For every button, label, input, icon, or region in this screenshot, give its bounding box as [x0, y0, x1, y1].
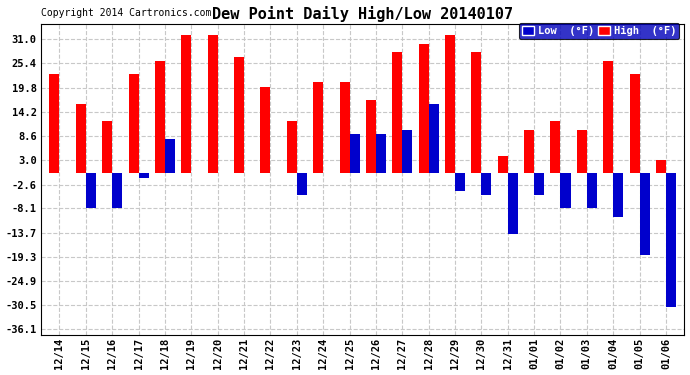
Bar — [392, 52, 402, 173]
Bar — [234, 57, 244, 173]
Bar — [376, 134, 386, 173]
Bar — [471, 52, 482, 173]
Bar — [366, 100, 376, 173]
Bar — [577, 130, 587, 173]
Bar — [350, 134, 359, 173]
Bar — [482, 173, 491, 195]
Bar — [128, 74, 139, 173]
Bar — [587, 173, 597, 208]
Bar — [640, 173, 649, 255]
Bar — [112, 173, 122, 208]
Bar — [419, 44, 428, 173]
Title: Dew Point Daily High/Low 20140107: Dew Point Daily High/Low 20140107 — [212, 6, 513, 21]
Text: Copyright 2014 Cartronics.com: Copyright 2014 Cartronics.com — [41, 8, 211, 18]
Bar — [445, 35, 455, 173]
Bar — [165, 139, 175, 173]
Bar — [208, 35, 217, 173]
Bar — [86, 173, 96, 208]
Bar — [629, 74, 640, 173]
Bar — [76, 104, 86, 173]
Bar — [339, 82, 350, 173]
Bar — [181, 35, 191, 173]
Legend: Low  (°F), High  (°F): Low (°F), High (°F) — [519, 23, 679, 39]
Bar — [613, 173, 623, 216]
Bar — [402, 130, 413, 173]
Bar — [524, 130, 534, 173]
Bar — [497, 156, 508, 173]
Bar — [560, 173, 571, 208]
Bar — [428, 104, 439, 173]
Bar — [508, 173, 518, 234]
Bar — [534, 173, 544, 195]
Bar — [287, 122, 297, 173]
Bar — [551, 122, 560, 173]
Bar — [455, 173, 465, 190]
Bar — [260, 87, 270, 173]
Bar — [313, 82, 323, 173]
Bar — [666, 173, 676, 308]
Bar — [139, 173, 148, 178]
Bar — [102, 122, 112, 173]
Bar — [603, 61, 613, 173]
Bar — [297, 173, 307, 195]
Bar — [50, 74, 59, 173]
Bar — [155, 61, 165, 173]
Bar — [656, 160, 666, 173]
